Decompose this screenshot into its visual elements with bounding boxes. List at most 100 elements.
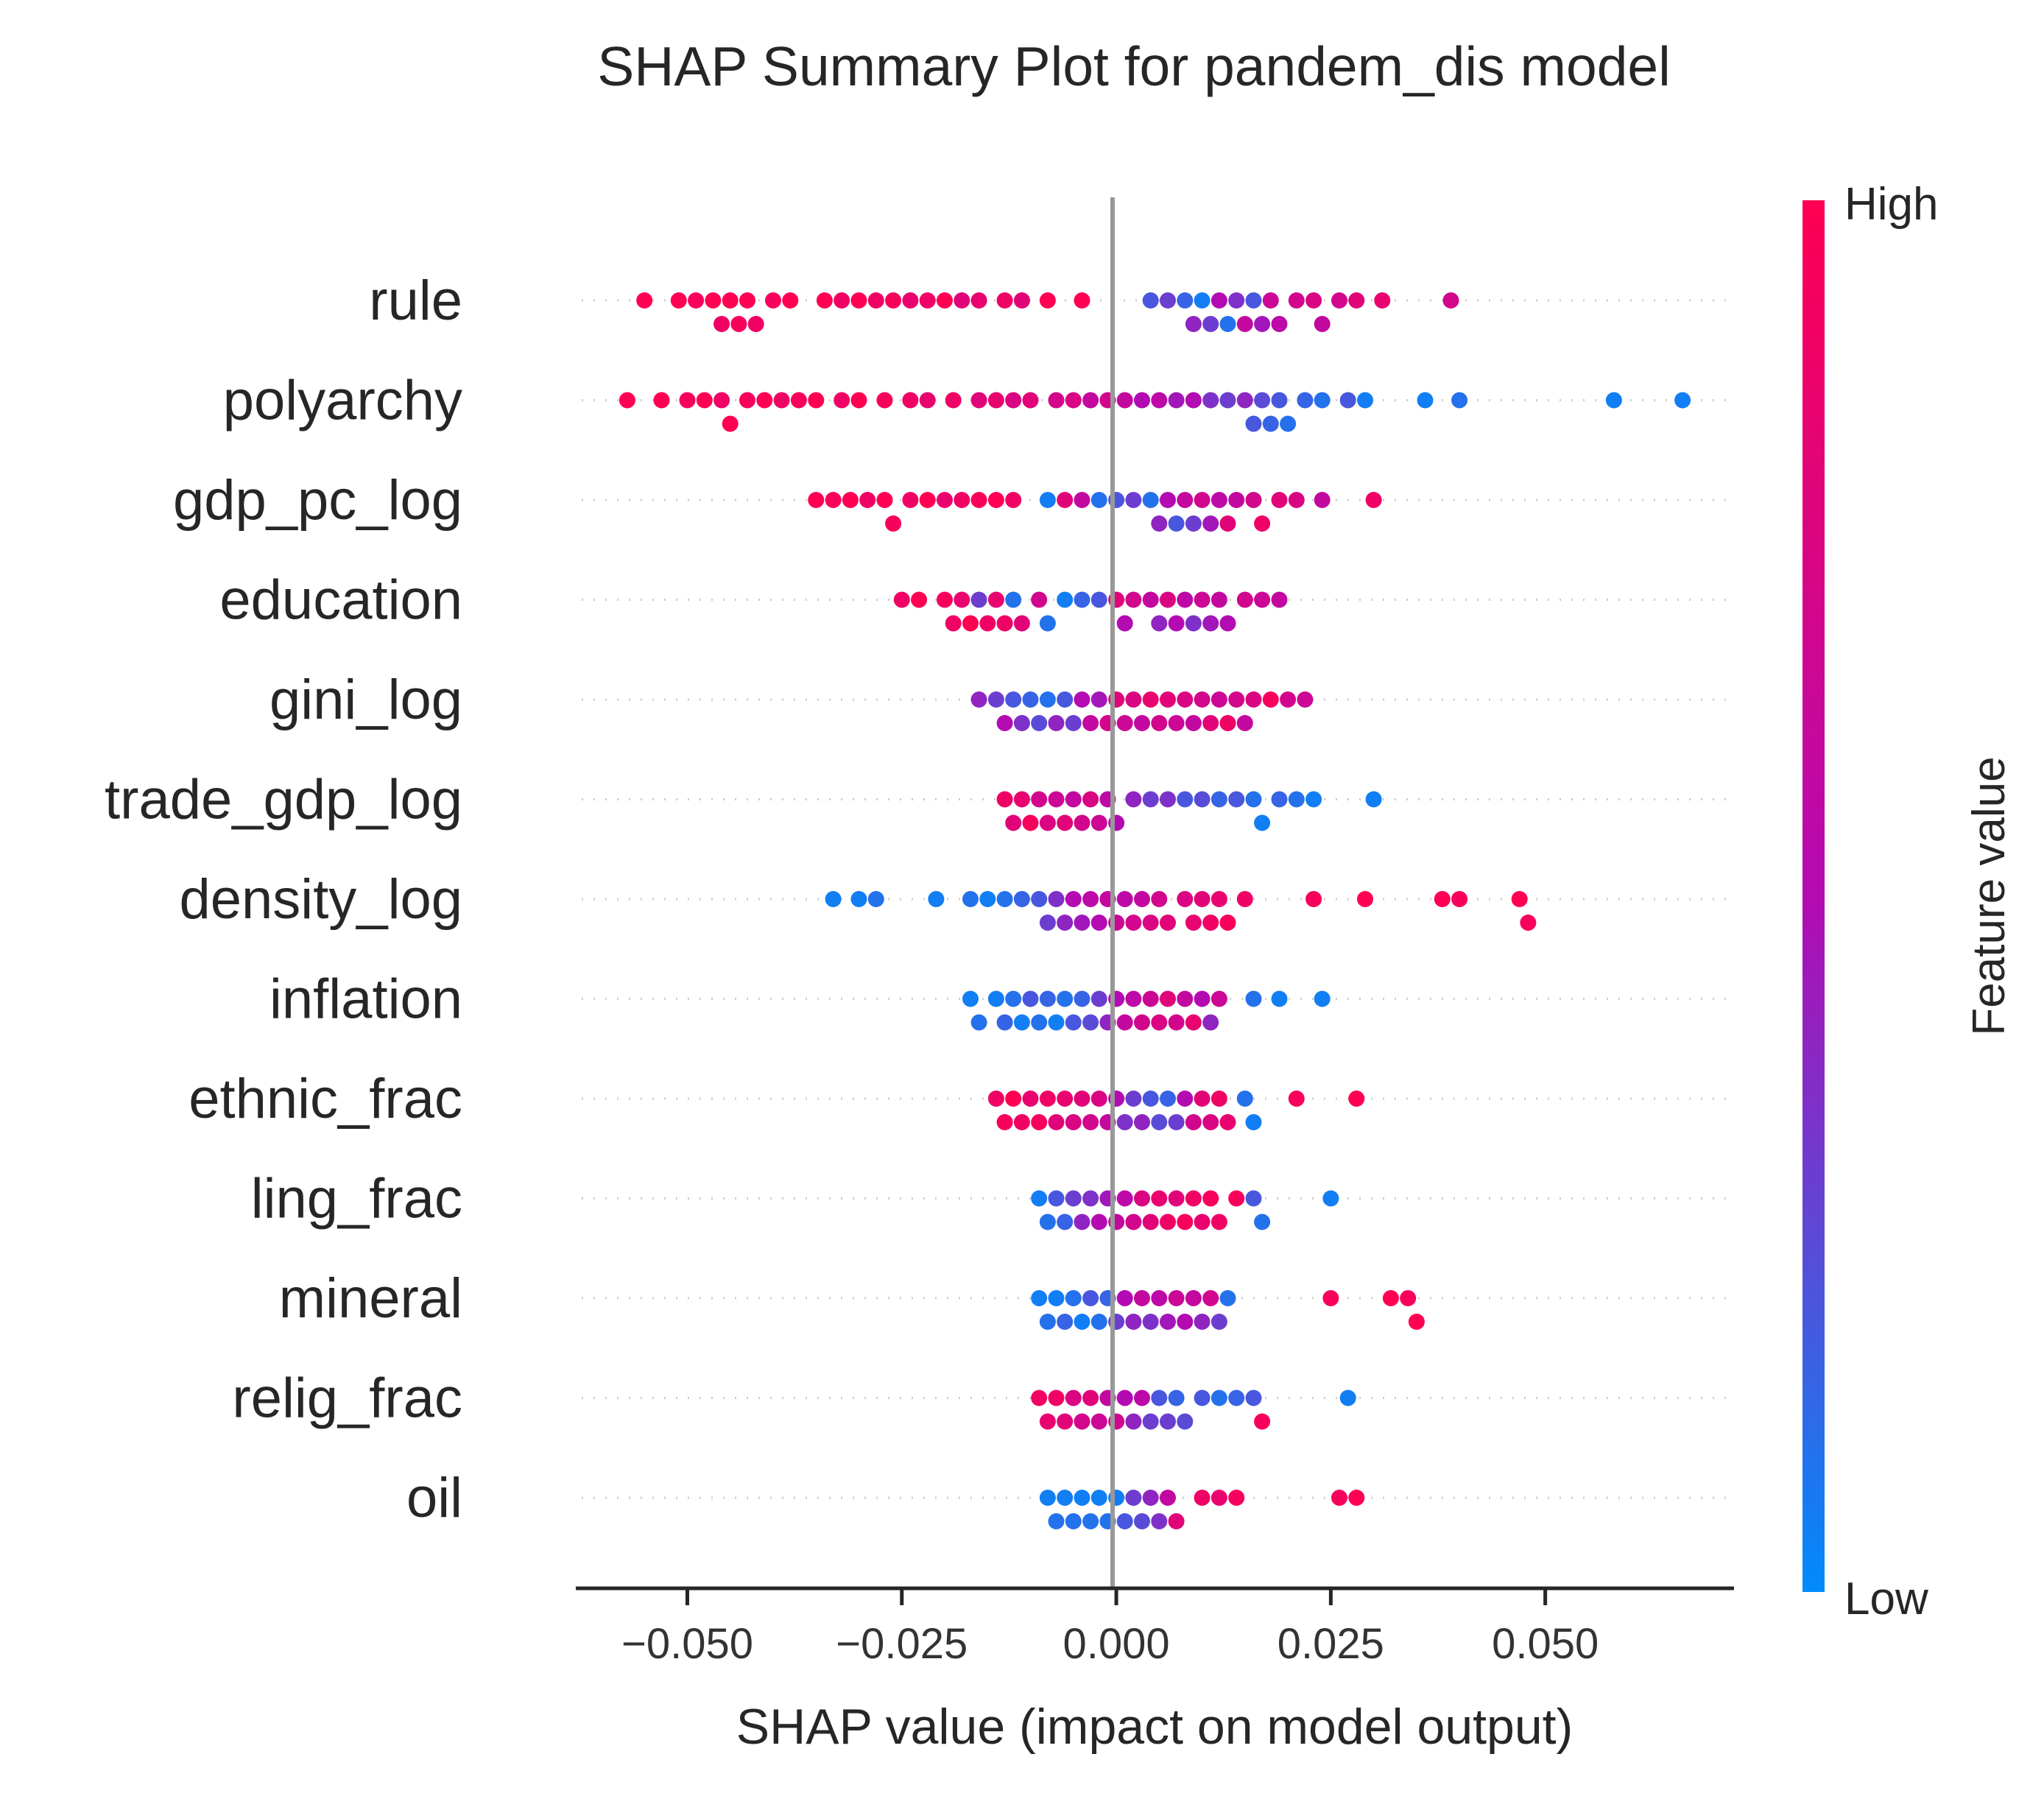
shap-point [1160,492,1176,508]
shap-point [1177,990,1194,1007]
shap-point [1262,415,1279,432]
shap-point [730,316,747,332]
shap-point [1125,1214,1142,1230]
shap-point [1048,1389,1065,1406]
shap-point [825,891,842,907]
shap-point [705,292,722,309]
x-tick-label: 0.025 [1278,1620,1384,1668]
shap-point [1039,990,1056,1007]
colorbar-low-label: Low [1844,1574,1928,1624]
shap-point [1048,392,1065,409]
shap-point [1160,1490,1176,1506]
shap-point [816,292,833,309]
shap-point [1031,891,1048,907]
shap-point [1125,691,1142,708]
shap-point [987,392,1004,409]
shap-point [1031,1290,1048,1306]
shap-point [1219,915,1236,931]
shap-point [885,292,902,309]
shap-point [1151,1014,1168,1031]
shap-point [1194,1389,1210,1406]
shap-point [1013,791,1030,808]
shap-point [1116,1290,1133,1306]
shap-point [1219,515,1236,532]
shap-point [1151,1513,1168,1529]
shap-point [1194,591,1210,608]
shap-point [970,392,987,409]
shap-point [1168,392,1185,409]
shap-point [1048,791,1065,808]
shap-point [1082,1190,1099,1207]
shap-point [1168,1389,1185,1406]
shap-point [1142,1413,1159,1430]
chart-title: SHAP Summary Plot for pandem_dis model [597,35,1671,97]
shap-point [1013,292,1030,309]
shap-point [1339,1389,1356,1406]
shap-point [1057,990,1074,1007]
shap-point [1125,1091,1142,1107]
shap-point [1082,1513,1099,1529]
shap-point [722,415,739,432]
shap-point [713,316,730,332]
shap-point [1219,392,1236,409]
shap-point [1116,1190,1133,1207]
shap-point [1074,1490,1090,1506]
shap-point [1194,292,1210,309]
shap-point [1202,392,1219,409]
shap-point [1228,1389,1245,1406]
shap-point [1160,791,1176,808]
shap-point [1177,891,1194,907]
shap-point [1031,1389,1048,1406]
shap-point [962,891,979,907]
shap-point [1271,591,1288,608]
x-tick-label: −0.025 [836,1620,968,1668]
shap-point [1005,591,1022,608]
shap-point [1160,1214,1176,1230]
shap-point [954,292,970,309]
shap-point [1151,392,1168,409]
shap-point [1236,1091,1253,1107]
shap-point [1151,1389,1168,1406]
shap-point [1151,1190,1168,1207]
shap-point [1297,392,1314,409]
shap-point [1228,691,1245,708]
shap-point [1177,1214,1194,1230]
shap-point [1177,1314,1194,1330]
shap-point [1065,715,1082,731]
shap-point [919,392,936,409]
shap-point [1013,1014,1030,1031]
shap-point [1057,1490,1074,1506]
shap-point [1245,1389,1262,1406]
shap-point [1074,990,1090,1007]
shap-point [834,392,850,409]
shap-point [945,615,962,632]
shap-point [1065,392,1082,409]
shap-point [1090,1490,1107,1506]
shap-point [1185,715,1202,731]
shap-point [1202,715,1219,731]
shap-point [1151,1290,1168,1306]
shap-point [850,891,867,907]
shap-point [842,492,859,508]
shap-point [1314,392,1331,409]
shap-point [1031,1114,1048,1130]
feature-label-trade-gdp-log: trade_gdp_log [105,769,462,831]
shap-point [1210,1389,1227,1406]
shap-point [1151,1114,1168,1130]
shap-point [1185,1114,1202,1130]
shap-point [1048,891,1065,907]
shap-point [996,1014,1013,1031]
shap-point [1142,915,1159,931]
shap-point [1151,515,1168,532]
shap-point [1177,691,1194,708]
feature-label-gini-log: gini_log [269,669,462,731]
shap-point [1031,791,1048,808]
shap-point [1185,615,1202,632]
shap-point [954,492,970,508]
shap-point [1074,292,1090,309]
shap-point [1202,316,1219,332]
shap-point [1134,1190,1150,1207]
shap-point [1022,990,1039,1007]
shap-point [1271,492,1288,508]
